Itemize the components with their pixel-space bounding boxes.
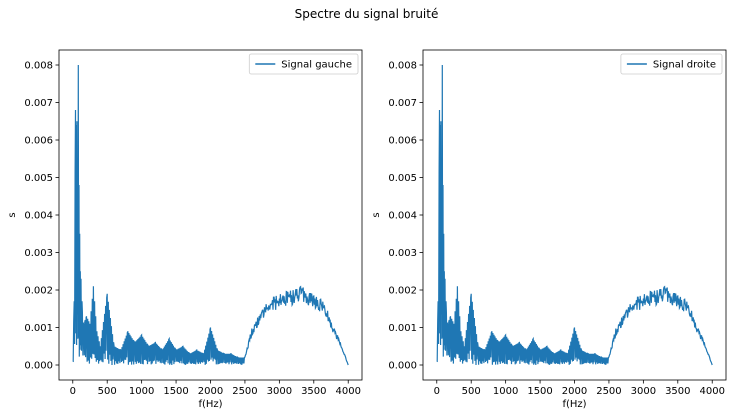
chart-right-xlabel: f(Hz): [562, 399, 586, 410]
chart-right-ytick-label: 0.007: [388, 98, 417, 109]
chart-right: s f(Hz) Signal droite 0 500 1000 1500 2000 25…: [371, 49, 727, 410]
chart-left-series-line: [72, 64, 349, 366]
chart-right-ytick-label: 0.008: [388, 61, 417, 72]
chart-left-xtick-label: 3500: [301, 386, 326, 397]
chart-right-xtick-label: 4000: [700, 386, 725, 397]
chart-left-ytick-label: 0.006: [24, 136, 53, 147]
chart-left-xtick-label: 3000: [267, 386, 292, 397]
chart-left-legend-frame: [248, 53, 359, 75]
chart-left-ylabel: s: [7, 212, 18, 217]
chart-left-xtick-label: 1000: [129, 386, 154, 397]
chart-left-xtick-label: 4000: [336, 386, 361, 397]
chart-right-series-line: [436, 64, 713, 366]
chart-right-xtick-label: 3000: [631, 386, 656, 397]
chart-left-ytick-label: 0.007: [24, 98, 53, 109]
chart-left-legend: Signal gauche: [248, 53, 359, 75]
chart-right-xtick-label: 3500: [665, 386, 690, 397]
chart-right-xtick-label: 500: [462, 386, 481, 397]
chart-left-ytick-label: 0.004: [24, 211, 53, 222]
chart-right-ytick-label: 0.006: [388, 136, 417, 147]
chart-right-ytick-label: 0.003: [388, 248, 417, 259]
chart-right-xtick-label: 1500: [527, 386, 552, 397]
chart-right-xtick-label: 2500: [596, 386, 621, 397]
chart-right-legend-label: Signal droite: [653, 60, 716, 71]
chart-right-legend-frame: [620, 53, 723, 75]
chart-left-ytick-label: 0.002: [24, 286, 53, 297]
chart-left-legend-label: Signal gauche: [281, 60, 352, 71]
chart-left: s f(Hz) Signal gauche 0 500 1000 1500 2000 25…: [7, 49, 363, 410]
chart-left-ytick-label: 0.005: [24, 173, 53, 184]
chart-right-ylabel: s: [371, 212, 382, 217]
chart-left-xtick-label: 1500: [163, 386, 188, 397]
chart-right-ytick-label: 0.005: [388, 173, 417, 184]
chart-left-ytick-label: 0.001: [24, 323, 53, 334]
chart-right-xtick-label: 1000: [493, 386, 518, 397]
figure-title: Spectre du signal bruité: [295, 7, 439, 21]
chart-right-xtick-label: 2000: [562, 386, 587, 397]
chart-left-xtick-label: 500: [98, 386, 117, 397]
chart-left-xtick-label: 0: [70, 386, 76, 397]
chart-left-xtick-label: 2000: [198, 386, 223, 397]
chart-left-xtick-label: 2500: [232, 386, 257, 397]
chart-left-ytick-label: 0.003: [24, 248, 53, 259]
chart-left-xlabel: f(Hz): [198, 399, 222, 410]
chart-right-ytick-label: 0.004: [388, 211, 417, 222]
chart-left-ytick-label: 0.008: [24, 61, 53, 72]
chart-right-ytick-label: 0.001: [388, 323, 417, 334]
chart-left-ytick-label: 0.000: [24, 361, 53, 372]
chart-right-ytick-label: 0.000: [388, 361, 417, 372]
chart-right-xtick-label: 0: [434, 386, 440, 397]
chart-right-legend: Signal droite: [620, 53, 723, 75]
chart-right-ytick-label: 0.002: [388, 286, 417, 297]
